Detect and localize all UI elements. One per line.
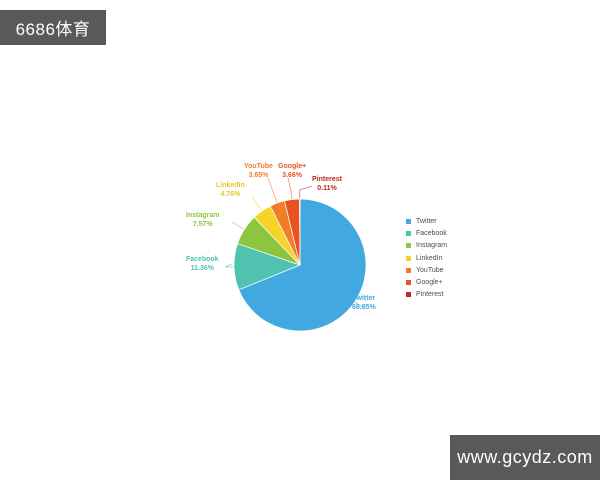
legend-item-label: Twitter — [416, 217, 437, 225]
legend-swatch-icon — [406, 267, 411, 273]
leader-line-instagram — [231, 221, 247, 231]
legend-item-pinterest[interactable]: Pinterest — [406, 289, 447, 301]
leader-lines — [224, 177, 363, 308]
legend-swatch-icon — [406, 243, 411, 249]
data-label-name: Instagram — [186, 212, 220, 219]
data-label-name: Pinterest — [312, 176, 342, 183]
leader-line-twitter — [351, 299, 363, 308]
data-label-value: 3.66% — [282, 172, 303, 180]
legend-item-instagram[interactable]: Instagram — [406, 240, 447, 252]
legend-item-facebook[interactable]: Facebook — [406, 227, 447, 239]
leader-line-youtube — [267, 177, 279, 206]
data-label-value: 3.65% — [248, 172, 269, 180]
legend-swatch-icon — [406, 230, 411, 236]
site-watermark-text: www.gcydz.com — [457, 447, 593, 467]
pie-slice-twitter[interactable] — [238, 198, 367, 332]
leader-line-linkedin — [251, 195, 264, 213]
data-label-youtube: YouTube 3.65% — [244, 162, 273, 181]
data-label-value: 7.57% — [192, 221, 213, 229]
legend-swatch-icon — [406, 218, 411, 224]
legend-item-label: Google+ — [416, 279, 443, 287]
data-label-value: 0.11% — [317, 185, 337, 193]
leader-line-googleplus — [287, 177, 293, 202]
data-label-name: Facebook — [186, 256, 219, 263]
data-label-instagram: Instagram 7.57% — [186, 211, 219, 230]
data-label-name: Google+ — [278, 163, 307, 170]
legend-item-youtube[interactable]: YouTube — [406, 264, 447, 276]
legend-item-label: Pinterest — [416, 291, 444, 299]
legend-item-label: Facebook — [416, 229, 447, 237]
site-watermark: www.gcydz.com — [450, 435, 600, 480]
pie-chart-svg — [224, 177, 367, 332]
data-label-name: YouTube — [244, 163, 273, 170]
brand-badge-text: 6686体育 — [15, 20, 91, 39]
brand-badge: 6686体育 — [0, 10, 106, 45]
legend-item-googleplus[interactable]: Google+ — [406, 276, 447, 288]
data-label-facebook: Facebook 11.36% — [186, 255, 219, 274]
data-label-value: 11.36% — [190, 265, 215, 273]
legend-item-linkedin[interactable]: LinkedIn — [406, 252, 447, 264]
legend-item-label: LinkedIn — [416, 254, 443, 262]
data-label-twitter: Twitter 68.85% — [352, 294, 376, 313]
data-label-linkedin: LinkedIn 4.76% — [216, 181, 245, 200]
legend-swatch-icon — [406, 292, 411, 298]
data-label-googleplus: Google+ 3.66% — [278, 162, 306, 181]
legend-item-twitter[interactable]: Twitter — [406, 215, 447, 227]
leader-line-pinterest — [299, 185, 313, 201]
legend-swatch-icon — [406, 255, 411, 261]
data-label-value: 68.85% — [352, 304, 376, 312]
data-label-name: Twitter — [352, 295, 376, 302]
legend-item-label: YouTube — [416, 266, 444, 274]
legend-swatch-icon — [406, 280, 411, 286]
data-label-value: 4.76% — [220, 191, 241, 199]
data-label-name: LinkedIn — [216, 182, 245, 189]
leader-line-facebook — [224, 263, 237, 268]
data-label-pinterest: Pinterest 0.11% — [312, 175, 342, 194]
legend-item-label: Instagram — [416, 242, 448, 250]
pie-slices — [233, 198, 367, 332]
chart-legend: Twitter Facebook Instagram LinkedIn YouTube G… — [406, 215, 447, 301]
